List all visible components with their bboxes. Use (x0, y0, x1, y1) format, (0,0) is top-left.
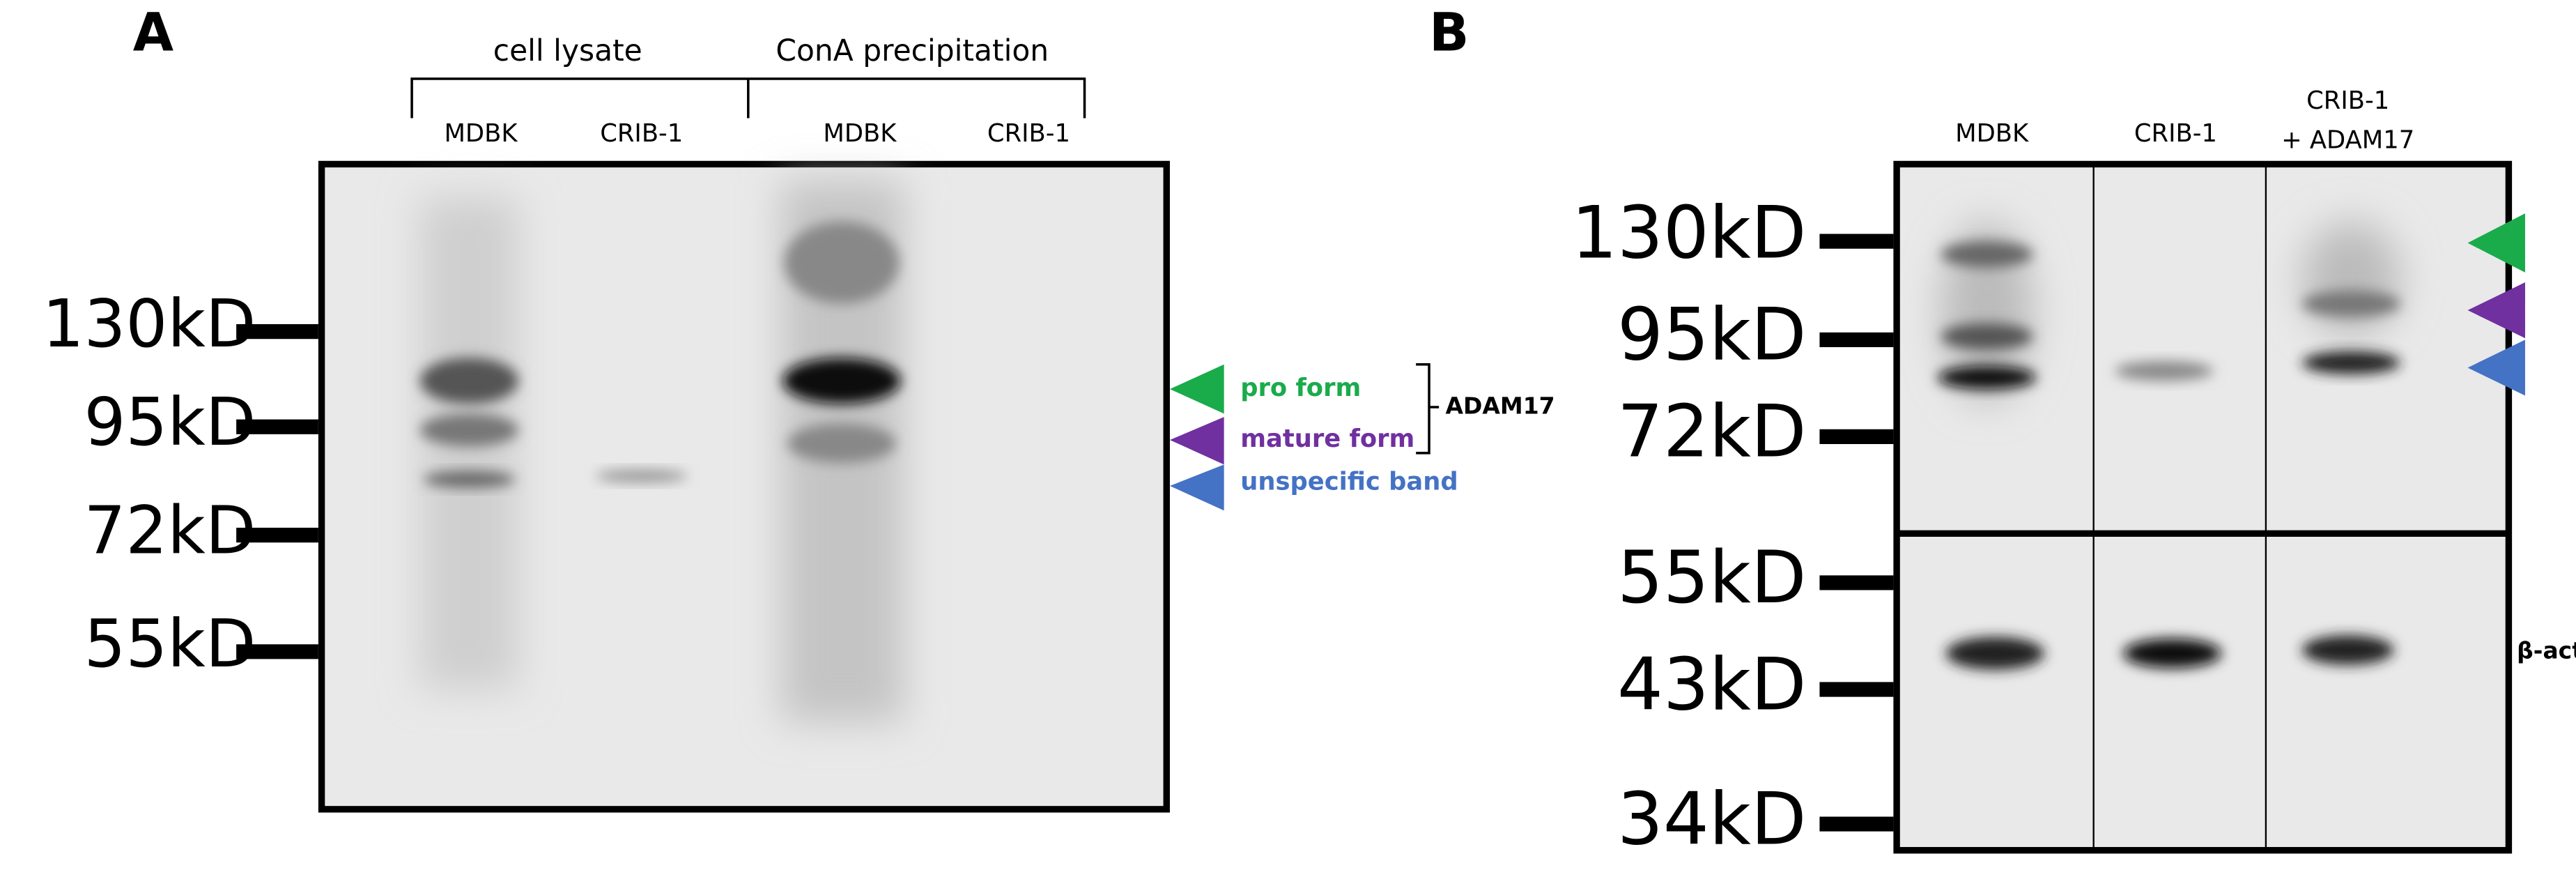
arrow (1169, 364, 1224, 414)
panel-label: A (133, 1, 173, 63)
marker-label: 130kD (1571, 192, 1807, 275)
arrow (1169, 417, 1224, 465)
marker-label: 95kD (1617, 293, 1807, 377)
lane-label: CRIB-1 (2306, 86, 2389, 115)
lane-label: MDBK (1955, 119, 2029, 148)
loading-control-label: β-actin (2517, 636, 2576, 664)
panel-label: B (1429, 1, 1469, 63)
marker-bars (236, 324, 318, 659)
lane-label: MDBK (444, 119, 518, 148)
arrow (2467, 339, 2525, 396)
marker-label: 72kD (84, 494, 256, 570)
group-bracket (410, 77, 1086, 119)
marker-label: 72kD (1617, 390, 1807, 474)
marker-label: 95kD (84, 385, 256, 461)
arrow (2467, 282, 2525, 339)
marker-label: 130kD (43, 287, 256, 362)
annotation: unspecific band (1240, 467, 1458, 496)
bands (1937, 221, 2400, 670)
lane-label: CRIB-1 (2134, 119, 2217, 148)
annotation: mature form (1240, 425, 1414, 453)
arrow (1169, 464, 1224, 511)
marker-bars (1819, 234, 1894, 832)
protein-label: ADAM17 (1446, 392, 1555, 419)
lane-label: + ADAM17 (2281, 126, 2414, 155)
marker-label: 55kD (84, 606, 256, 682)
marker-label: 34kD (1617, 777, 1807, 861)
lane-label: CRIB-1 (600, 119, 683, 148)
marker-label: 55kD (1617, 536, 1807, 620)
annotation: pro form (1240, 374, 1361, 402)
bracket (1416, 362, 1440, 455)
arrow (2467, 213, 2525, 273)
group-label: ConA precipitation (776, 33, 1049, 68)
bands (419, 181, 904, 723)
group-label: cell lysate (493, 33, 642, 68)
lane-label: CRIB-1 (987, 119, 1070, 148)
marker-label: 43kD (1617, 643, 1807, 726)
lane-label: MDBK (823, 119, 897, 148)
